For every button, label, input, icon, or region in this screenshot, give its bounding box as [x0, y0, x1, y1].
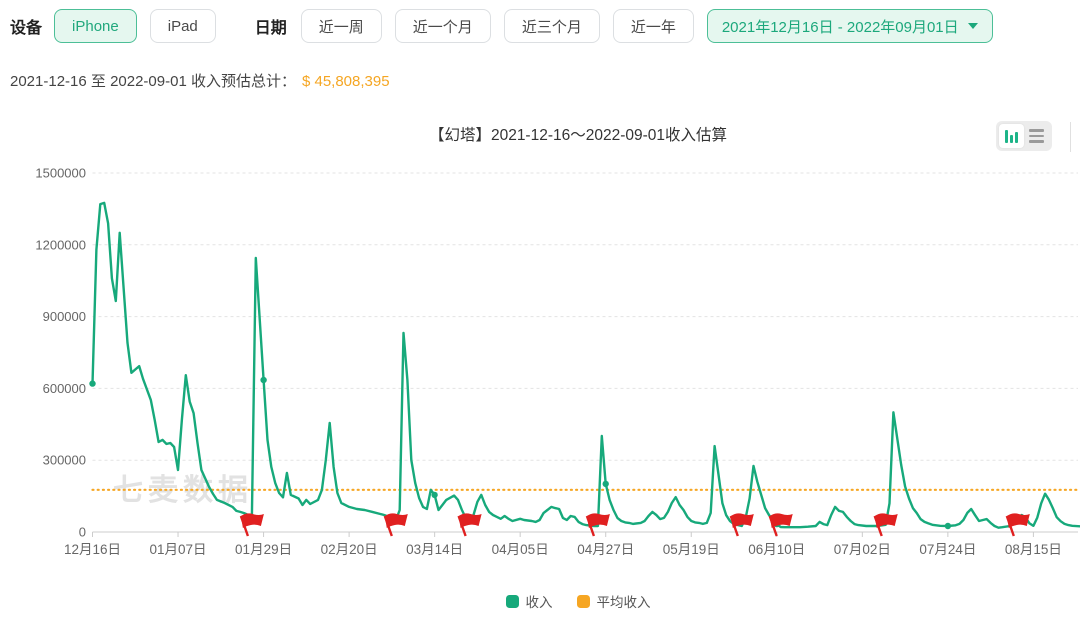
- y-axis-label: 1200000: [35, 237, 86, 252]
- device-iphone-button[interactable]: iPhone: [54, 9, 137, 43]
- date-option-last-3-months[interactable]: 近三个月: [503, 9, 600, 43]
- divider: [1070, 122, 1071, 152]
- x-axis-label: 05月19日: [663, 542, 720, 557]
- revenue-line: [91, 201, 1080, 529]
- x-axis-label: 01月29日: [235, 542, 292, 557]
- red-flag-marker[interactable]: [585, 513, 610, 537]
- y-axis-label: 600000: [43, 381, 86, 396]
- x-axis-label: 02月20日: [321, 542, 378, 557]
- red-flag-marker[interactable]: [1005, 513, 1030, 537]
- red-flag-marker[interactable]: [457, 513, 482, 537]
- data-point-dot: [89, 380, 96, 387]
- chart-legend: 收入 平均收入: [93, 591, 1063, 611]
- x-axis-label: 07月24日: [919, 542, 976, 557]
- red-flag-marker[interactable]: [768, 513, 793, 537]
- caret-down-icon: [967, 23, 978, 29]
- y-axis-label: 300000: [43, 453, 86, 468]
- x-axis-label: 01月07日: [150, 542, 207, 557]
- device-ipad-button[interactable]: iPad: [149, 9, 216, 43]
- red-flag-marker[interactable]: [729, 513, 754, 537]
- x-axis-label: 08月15日: [1005, 542, 1062, 557]
- red-flag-marker[interactable]: [873, 513, 898, 537]
- date-option-last-month[interactable]: 近一个月: [394, 9, 491, 43]
- red-flag-marker[interactable]: [239, 513, 264, 537]
- data-point-dot: [944, 522, 952, 530]
- y-axis-label: 900000: [43, 309, 86, 324]
- average-legend-label: 平均收入: [596, 595, 651, 610]
- chart-type-toggle: [996, 121, 1052, 151]
- date-label: 日期: [254, 20, 287, 37]
- average-legend-swatch: [576, 594, 590, 608]
- summary-amount: $ 45,808,395: [301, 73, 390, 90]
- chart-title: 【幻塔】2021-12-16～2022-09-01收入估算: [428, 127, 728, 144]
- date-option-last-year[interactable]: 近一年: [612, 9, 694, 43]
- red-flag-marker[interactable]: [383, 513, 408, 537]
- revenue-summary: 2021-12-16 至 2022-09-01 收入预估总计： $ 45,808,…: [10, 70, 390, 91]
- revenue-legend-swatch: [505, 594, 519, 608]
- watermark: 七麦数据: [113, 474, 253, 507]
- x-axis-label: 04月27日: [577, 542, 634, 557]
- date-range-button[interactable]: 2021年12月16日 - 2022年09月01日: [706, 9, 993, 43]
- x-axis-label: 07月02日: [834, 542, 891, 557]
- bar-chart-view-button[interactable]: [999, 124, 1024, 148]
- x-axis-label: 06月10日: [748, 542, 805, 557]
- legend-item-revenue[interactable]: 收入: [505, 591, 553, 611]
- data-point-dot: [260, 376, 267, 384]
- x-axis-label: 12月16日: [64, 542, 121, 557]
- data-point-dot: [431, 491, 438, 499]
- bar-chart-icon: [1004, 129, 1019, 143]
- y-axis-label: 0: [79, 525, 86, 540]
- table-view-button[interactable]: [1024, 124, 1049, 148]
- legend-item-average[interactable]: 平均收入: [576, 591, 651, 611]
- x-axis-label: 03月14日: [406, 542, 463, 557]
- y-axis-label: 1500000: [35, 166, 86, 181]
- summary-text: 2021-12-16 至 2022-09-01 收入预估总计：: [10, 73, 296, 90]
- device-label: 设备: [10, 20, 43, 37]
- x-axis-label: 04月05日: [492, 542, 549, 557]
- date-range-value: 2021年12月16日 - 2022年09月01日: [721, 18, 959, 36]
- data-point-dot: [602, 480, 609, 488]
- filter-bar: 设备 iPhone iPad 日期 近一周 近一个月 近三个月 近一年 2021…: [10, 8, 993, 44]
- date-option-last-week[interactable]: 近一周: [300, 9, 382, 43]
- list-view-icon: [1029, 128, 1044, 144]
- revenue-legend-label: 收入: [525, 595, 553, 610]
